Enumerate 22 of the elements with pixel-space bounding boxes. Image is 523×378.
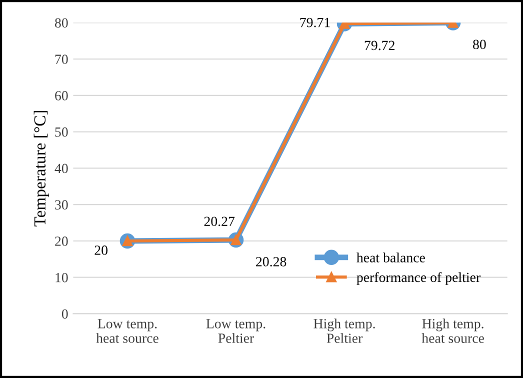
data-label: 20.28 (256, 257, 286, 266)
y-tick-label: 60 (55, 91, 68, 100)
y-tick-label: 20 (55, 236, 68, 246)
x-tick-label: High temp. Peltier (314, 318, 375, 343)
legend-label: performance of peltier (356, 272, 480, 285)
y-tick-label: 30 (55, 200, 68, 210)
y-tick-label: 50 (55, 127, 68, 137)
legend-label: heat balance (356, 252, 425, 262)
data-label: 20 (94, 246, 108, 255)
data-label: 20.27 (204, 216, 235, 226)
y-tick-label: 0 (62, 309, 68, 319)
y-tick-label: 10 (56, 272, 68, 282)
x-tick-label: High temp. heat source (422, 318, 484, 343)
y-axis-title: Temperature [°C] (34, 110, 49, 226)
data-label: 79.71 (300, 18, 330, 28)
data-label: 80 (473, 40, 486, 50)
y-tick-label: 40 (54, 164, 68, 174)
y-tick-label: 70 (55, 54, 68, 64)
y-tick-label: 80 (55, 18, 68, 28)
x-tick-label: Low temp. Peltier (206, 319, 266, 343)
x-tick-label: Low temp. heat source (96, 319, 158, 343)
data-label: 79.72 (364, 40, 394, 50)
